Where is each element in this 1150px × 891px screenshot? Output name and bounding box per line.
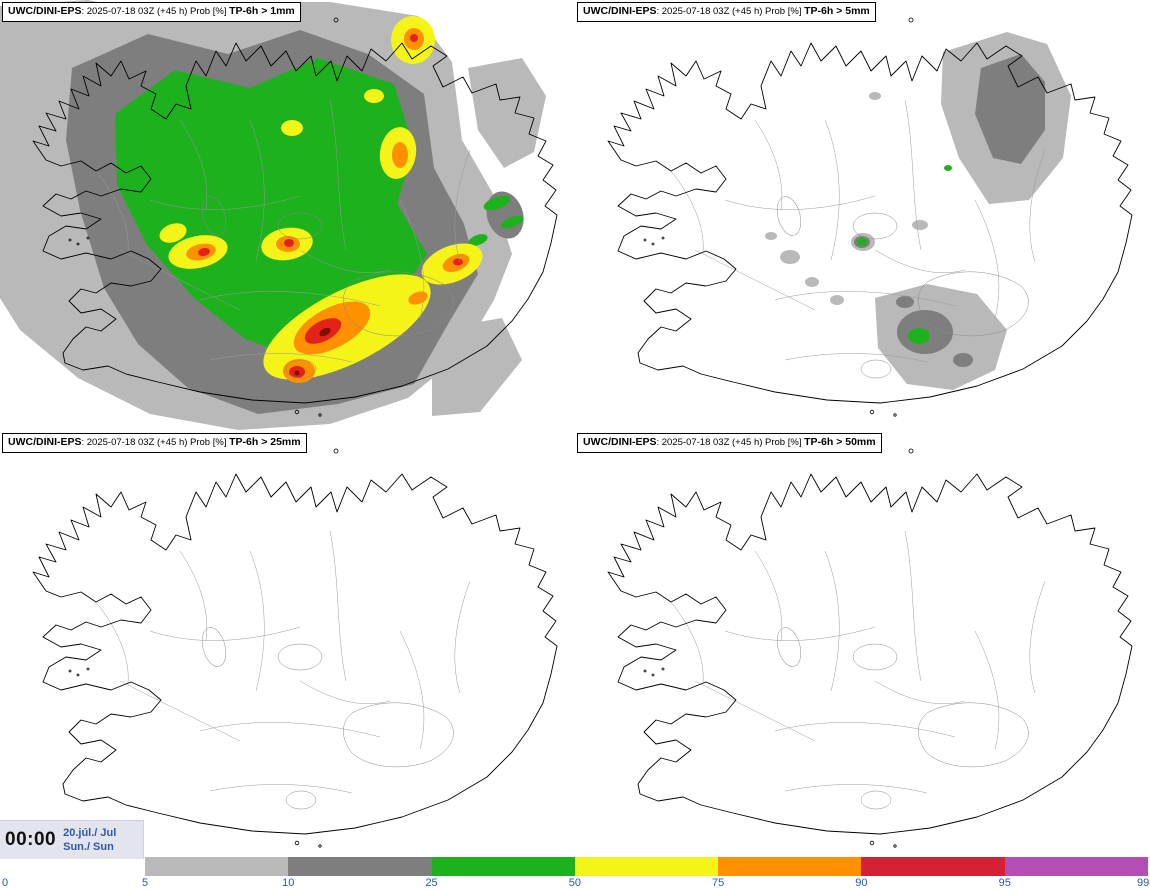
colorbar-tick-label: 25 <box>425 877 438 889</box>
colorbar-tick-label: 50 <box>568 877 581 889</box>
model-name: UWC/DINI-EPS <box>8 5 82 17</box>
panel-tp6h-gt-50mm: UWC/DINI-EPS: 2025-07-18 03Z (+45 h) Pro… <box>575 431 1150 862</box>
colorbar-segment <box>431 857 575 876</box>
colorbar-segment <box>145 857 289 876</box>
colorbar-tick-label: 10 <box>282 877 295 889</box>
panel-tp6h-gt-1mm: UWC/DINI-EPS: 2025-07-18 03Z (+45 h) Pro… <box>0 0 575 431</box>
valid-date-label: 20.júl./ Jul Sun./ Sun <box>63 826 116 855</box>
map-iceland-prob-50mm <box>607 448 1133 848</box>
threshold-label: TP-6h > 25mm <box>229 436 301 448</box>
colorbar-segment <box>718 857 862 876</box>
base-map <box>32 448 558 848</box>
base-map <box>607 448 1133 848</box>
run-info: : 2025-07-18 03Z (+45 h) Prob [%] <box>656 437 805 448</box>
colorbar-labels: 0 5 10 25 50 75 90 95 99 <box>0 877 1150 891</box>
colorbar-segment <box>574 857 719 876</box>
panel-title: UWC/DINI-EPS: 2025-07-18 03Z (+45 h) Pro… <box>2 433 307 453</box>
panel-tp6h-gt-25mm: UWC/DINI-EPS: 2025-07-18 03Z (+45 h) Pro… <box>0 431 575 862</box>
run-info: : 2025-07-18 03Z (+45 h) Prob [%] <box>81 6 230 17</box>
panel-tp6h-gt-5mm: UWC/DINI-EPS: 2025-07-18 03Z (+45 h) Pro… <box>575 0 1150 431</box>
map-iceland-prob-1mm <box>0 0 558 430</box>
colorbar-tick-label: 5 <box>141 877 149 889</box>
precip-probability-field <box>765 32 1071 390</box>
panel-grid: UWC/DINI-EPS: 2025-07-18 03Z (+45 h) Pro… <box>0 0 1150 862</box>
precip-probability-field <box>0 0 546 430</box>
colorbar-segment <box>288 857 432 876</box>
valid-date-line1: 20.júl./ Jul <box>63 826 117 839</box>
colorbar <box>145 857 1148 876</box>
colorbar-segment <box>1004 857 1148 876</box>
map-iceland-prob-5mm <box>607 17 1133 417</box>
run-info: : 2025-07-18 03Z (+45 h) Prob [%] <box>656 6 805 17</box>
colorbar-segment <box>861 857 1005 876</box>
panel-title: UWC/DINI-EPS: 2025-07-18 03Z (+45 h) Pro… <box>2 2 301 22</box>
threshold-label: TP-6h > 5mm <box>804 5 870 17</box>
colorbar-tick-label: 0 <box>2 877 9 889</box>
model-name: UWC/DINI-EPS <box>583 5 657 17</box>
colorbar-tick-label: 99 <box>1136 877 1150 889</box>
panel-title: UWC/DINI-EPS: 2025-07-18 03Z (+45 h) Pro… <box>577 2 876 22</box>
map-iceland-prob-25mm <box>32 448 558 848</box>
colorbar-tick-label: 75 <box>712 877 725 889</box>
model-name: UWC/DINI-EPS <box>583 436 657 448</box>
run-info: : 2025-07-18 03Z (+45 h) Prob [%] <box>81 437 230 448</box>
panel-title: UWC/DINI-EPS: 2025-07-18 03Z (+45 h) Pro… <box>577 433 882 453</box>
valid-time-label: 00:00 <box>5 829 57 850</box>
colorbar-tick-label: 95 <box>998 877 1011 889</box>
threshold-label: TP-6h > 1mm <box>229 5 295 17</box>
threshold-label: TP-6h > 50mm <box>804 436 876 448</box>
colorbar-tick-label: 90 <box>855 877 868 889</box>
valid-date-line2: Sun./ Sun <box>63 841 114 853</box>
valid-datetime-box: 00:00 20.júl./ Jul Sun./ Sun <box>0 820 144 859</box>
model-name: UWC/DINI-EPS <box>8 436 82 448</box>
